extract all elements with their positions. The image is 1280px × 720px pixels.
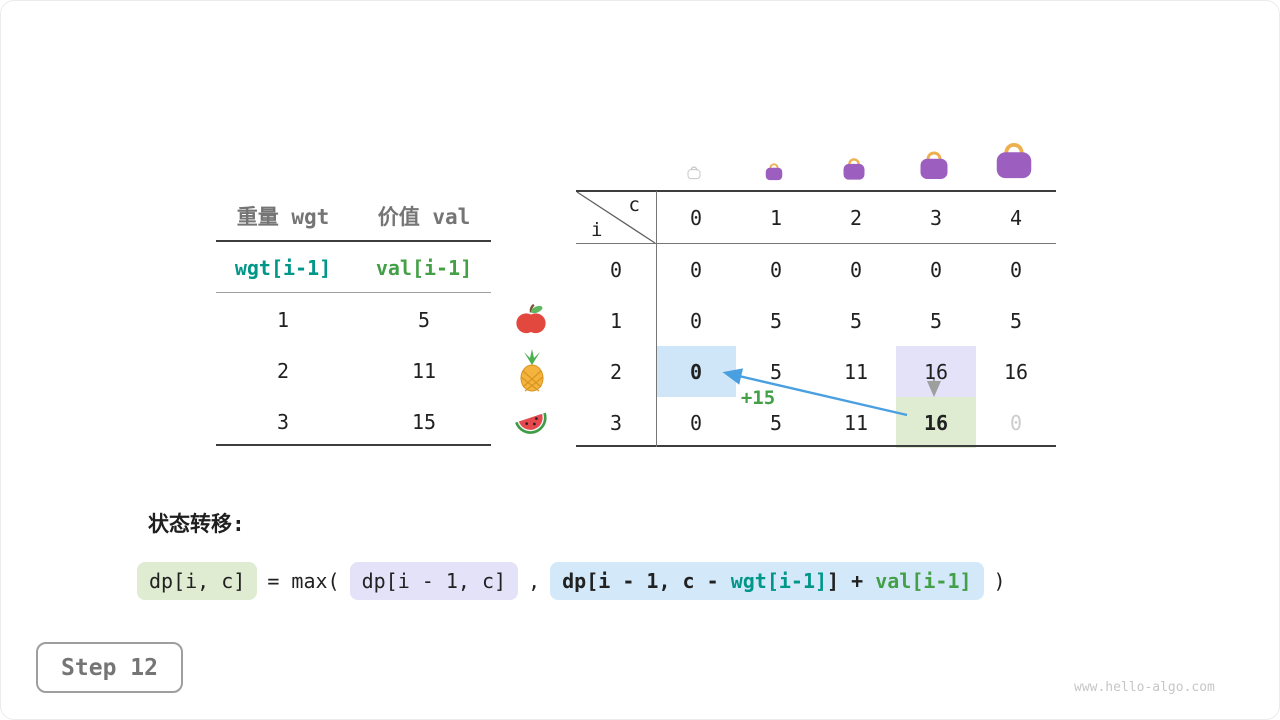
dp-table-top-rule [576,190,1056,192]
formula-option-skip: dp[i - 1, c] [349,562,519,600]
dp-cell: 5 [769,410,783,435]
formula-comma: , [528,569,541,593]
dp-table-header-rule [576,243,1056,244]
bag-icon-large [916,146,952,186]
dp-cell-above-highlight: 16 [896,346,976,397]
dp-cell: 0 [1009,257,1023,282]
formula-take-mid: ] + [827,569,876,593]
empty-bag-icon [686,164,702,184]
dp-cell: 0 [929,257,943,282]
dp-cell: 11 [843,359,869,384]
dp-table: c i 0 1 2 3 4 0 0 0 0 0 0 1 0 5 5 5 5 2 … [576,191,1056,448]
dp-corner-cell: c i [576,191,656,244]
items-table-bottom-rule [216,444,491,446]
dp-cell: 5 [769,308,783,333]
dp-col-header: 3 [929,205,943,230]
items-table: 重量 wgt 价值 val wgt[i-1] val[i-1] 1 5 2 11… [216,191,491,447]
dp-cell-pending: 0 [1009,410,1023,435]
dp-row-header: 1 [609,308,623,333]
transition-formula: dp[i, c] = max( dp[i - 1, c] , dp[i - 1,… [137,558,1006,604]
formula-take-wgt: wgt[i-1] [730,569,828,593]
dp-col-header: 1 [769,205,783,230]
items-table-header-weight: 重量 wgt [236,205,330,229]
bag-icon-medium [840,154,868,186]
item-value: 15 [411,409,437,434]
formula-eq: = max( [267,569,340,593]
item-value: 5 [417,307,431,332]
apple-icon [514,302,548,340]
items-table-subrule [216,292,491,293]
transition-label: 状态转移: [148,512,245,536]
formula-close-paren: ) [993,569,1006,593]
dp-table-bottom-rule [576,445,1056,447]
bag-icon-small [763,160,785,186]
dp-row-header: 2 [609,359,623,384]
dp-cell-current-highlight: 16 [896,397,976,448]
value-gain-annotation: +15 [740,387,776,409]
step-badge: Step 12 [36,642,183,693]
dp-row-header: 3 [609,410,623,435]
dp-cell: 0 [849,257,863,282]
dp-table-vertical-rule [656,191,657,447]
item-weight: 3 [276,409,290,434]
site-watermark: www.hello-algo.com [1074,680,1215,695]
dp-cell: 11 [843,410,869,435]
item-value: 11 [411,358,437,383]
dp-cell: 0 [769,257,783,282]
dp-cell-source-highlight: 0 [656,346,736,397]
items-table-wgt-formula: wgt[i-1] [234,255,332,280]
formula-take-val: val[i-1] [875,569,972,593]
dp-col-header: 4 [1009,205,1023,230]
dp-cell: 5 [849,308,863,333]
dp-col-header: 0 [689,205,703,230]
dp-corner-row-label: i [591,219,603,241]
dp-cell: 5 [929,308,943,333]
item-weight: 2 [276,358,290,383]
formula-take-prefix: dp[i - 1, c - [562,569,731,593]
dp-col-header: 2 [849,205,863,230]
watermelon-icon [511,405,551,445]
dp-cell: 0 [689,410,703,435]
dp-corner-col-label: c [628,194,640,216]
items-table-val-formula: val[i-1] [375,255,473,280]
item-weight: 1 [276,307,290,332]
bag-icon-xlarge [991,136,1037,186]
formula-lhs: dp[i, c] [137,562,258,600]
items-table-header-rule [216,240,491,242]
items-table-header-value: 价值 val [377,205,471,229]
dp-row-header: 0 [609,257,623,282]
dp-cell: 0 [689,257,703,282]
formula-option-take: dp[i - 1, c - wgt[i-1]] + val[i-1] [550,562,984,600]
dp-cell: 5 [1009,308,1023,333]
dp-cell: 0 [689,308,703,333]
dp-cell: 16 [1003,359,1029,384]
pineapple-icon [515,349,549,397]
